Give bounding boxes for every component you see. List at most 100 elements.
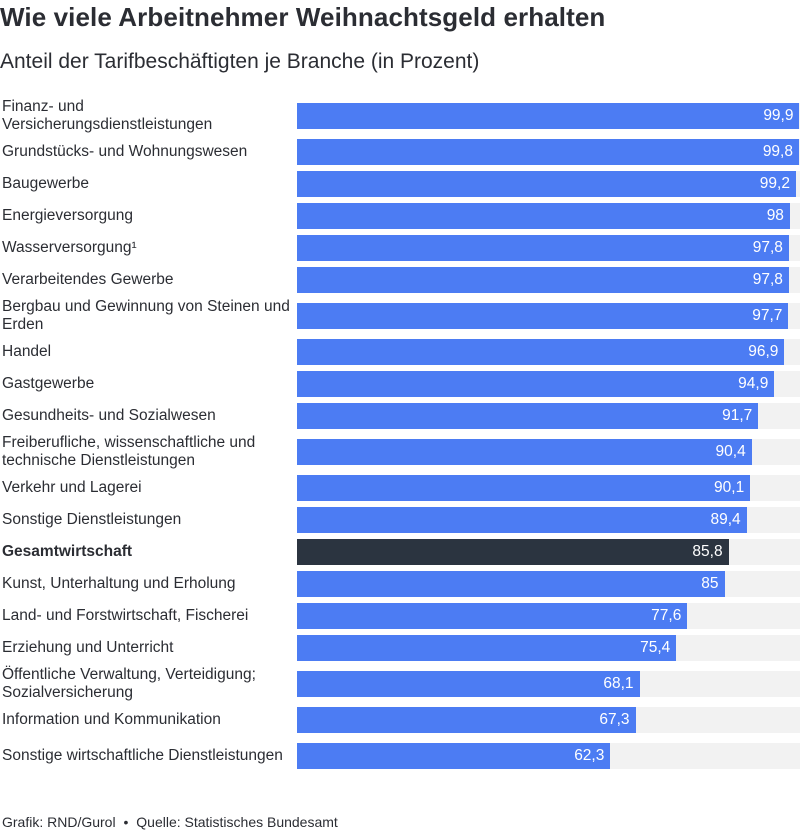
bar-track: 75,4: [297, 635, 800, 661]
bar-row: Gesamtwirtschaft 85,8: [0, 538, 800, 570]
category-label: Freiberufliche, wissenschaftliche und te…: [2, 434, 256, 469]
value-label: 97,8: [752, 239, 783, 256]
bar-row: Gastgewerbe 94,9: [0, 370, 800, 402]
bar-track: 62,3: [297, 743, 800, 769]
category-label: Bergbau und Gewinnung von Steinen und Er…: [2, 298, 290, 333]
bar: 97,7: [297, 303, 789, 329]
value-label: 91,7: [722, 407, 753, 424]
category-label: Handel: [2, 343, 52, 360]
bar-track: 99,2: [297, 171, 800, 197]
bar-track: 99,8: [297, 139, 800, 165]
bar-track: 68,1: [297, 671, 800, 697]
value-label: 85,8: [692, 543, 723, 560]
category-label: Land- und Forstwirtschaft, Fischerei: [2, 607, 249, 624]
bar: 68,1: [297, 671, 640, 697]
category-label: Kunst, Unterhaltung und Erholung: [2, 575, 236, 592]
bar-track: 99,9: [297, 103, 800, 129]
bar-row: Grundstücks- und Wohnungswesen 99,8: [0, 138, 800, 170]
category-label: Gesundheits- und Sozialwesen: [2, 407, 216, 424]
bar-track: 94,9: [297, 371, 800, 397]
bar-track: 97,8: [297, 235, 800, 261]
bar-row: Land- und Forstwirtschaft, Fischerei 77,6: [0, 602, 800, 634]
value-label: 96,9: [748, 343, 779, 360]
bar-track: 97,8: [297, 267, 800, 293]
bar-track: 97,7: [297, 303, 800, 329]
category-label: Öffentliche Verwaltung, Verteidigung; So…: [2, 666, 256, 701]
bar: 75,4: [297, 635, 677, 661]
bar-row: Erziehung und Unterricht 75,4: [0, 634, 800, 666]
value-label: 89,4: [710, 511, 741, 528]
category-label: Verkehr und Lagerei: [2, 479, 142, 496]
bar-track: 98: [297, 203, 800, 229]
value-label: 97,7: [752, 307, 783, 324]
bar-track: 85: [297, 571, 800, 597]
bar: 89,4: [297, 507, 747, 533]
category-label: Energieversorgung: [2, 207, 133, 224]
chart-title: Wie viele Arbeitnehmer Weihnachtsgeld er…: [0, 2, 606, 32]
bar: 97,8: [297, 235, 789, 261]
bar-track: 90,4: [297, 439, 800, 465]
bar: 90,1: [297, 475, 751, 501]
value-label: 94,9: [738, 375, 769, 392]
value-label: 99,9: [763, 107, 794, 124]
bar-track: 96,9: [297, 339, 800, 365]
bar-track: 77,6: [297, 603, 800, 629]
value-label: 90,1: [714, 479, 745, 496]
value-label: 98: [766, 207, 784, 224]
bar: 85: [297, 571, 725, 597]
bar: 94,9: [297, 371, 775, 397]
value-label: 97,8: [752, 271, 783, 288]
value-label: 77,6: [651, 607, 682, 624]
category-label: Grundstücks- und Wohnungswesen: [2, 143, 248, 160]
bar-row: Gesundheits- und Sozialwesen 91,7: [0, 402, 800, 434]
bar: 91,7: [297, 403, 759, 429]
footer-separator: •: [123, 814, 129, 830]
value-label: 85: [701, 575, 719, 592]
footer: Grafik: RND/Gurol • Quelle: Statistische…: [2, 814, 338, 830]
bar: 97,8: [297, 267, 789, 293]
bar-row: Freiberufliche, wissenschaftliche und te…: [0, 434, 800, 474]
bar-row: Bergbau und Gewinnung von Steinen und Er…: [0, 298, 800, 338]
bar-row: Verkehr und Lagerei 90,1: [0, 474, 800, 506]
bar: 99,9: [297, 103, 800, 129]
bar-track: 67,3: [297, 707, 800, 733]
bar: 96,9: [297, 339, 785, 365]
bar: 99,8: [297, 139, 799, 165]
total-bar: 85,8: [297, 539, 729, 565]
bar-row: Baugewerbe 99,2: [0, 170, 800, 202]
bar-track: 89,4: [297, 507, 800, 533]
bar-row: Verarbeitendes Gewerbe 97,8: [0, 266, 800, 298]
bar-track: 85,8: [297, 539, 800, 565]
bar-row: Energieversorgung 98: [0, 202, 800, 234]
value-label: 99,2: [759, 175, 790, 192]
bar-row: Information und Kommunikation 67,3: [0, 706, 800, 738]
bar-row: Wasserversorgung¹ 97,8: [0, 234, 800, 266]
category-label: Verarbeitendes Gewerbe: [2, 271, 174, 288]
bar-track: 91,7: [297, 403, 800, 429]
category-label: Wasserversorgung¹: [2, 239, 137, 256]
bar: 67,3: [297, 707, 636, 733]
category-label: Gastgewerbe: [2, 375, 95, 392]
category-label: Information und Kommunikation: [2, 711, 221, 728]
value-label: 62,3: [574, 747, 605, 764]
bar: 99,2: [297, 171, 796, 197]
bar-row: Handel 96,9: [0, 338, 800, 370]
bar: 77,6: [297, 603, 688, 629]
footer-credit: Grafik: RND/Gurol: [2, 814, 116, 830]
category-label: Finanz- und Versicherungsdienstleistunge…: [2, 98, 213, 133]
value-label: 90,4: [715, 443, 746, 460]
bar-row: Sonstige Dienstleistungen 89,4: [0, 506, 800, 538]
category-label: Sonstige wirtschaftliche Dienstleistunge…: [2, 747, 283, 764]
bar-row: Sonstige wirtschaftliche Dienstleistunge…: [0, 738, 800, 778]
chart-subtitle: Anteil der Tarifbeschäftigten je Branche…: [0, 50, 480, 73]
value-label: 75,4: [640, 639, 671, 656]
category-label: Sonstige Dienstleistungen: [2, 511, 182, 528]
category-label: Baugewerbe: [2, 175, 90, 192]
bar: 98: [297, 203, 790, 229]
value-label: 68,1: [603, 675, 634, 692]
bar-row: Öffentliche Verwaltung, Verteidigung; So…: [0, 666, 800, 706]
bar: 62,3: [297, 743, 611, 769]
category-label: Erziehung und Unterricht: [2, 639, 174, 656]
bar-row: Finanz- und Versicherungsdienstleistunge…: [0, 98, 800, 138]
